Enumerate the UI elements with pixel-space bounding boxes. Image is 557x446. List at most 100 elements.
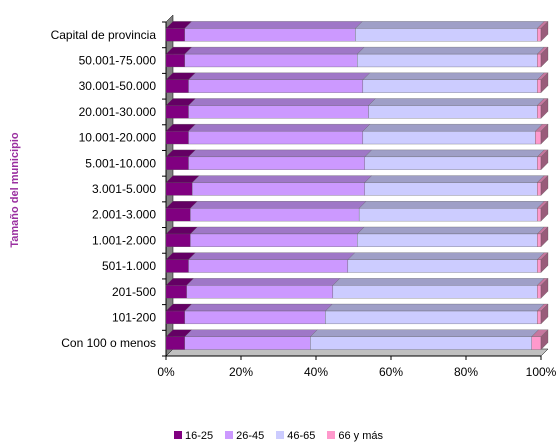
- x-tick-labels: 0% 20% 40% 60% 80% 100%: [157, 356, 557, 379]
- category-label: 5.001-10.000: [85, 156, 156, 170]
- bar-16-25-12: [165, 329, 193, 350]
- bar-front-face: [165, 233, 191, 247]
- bar-front-face: [362, 79, 538, 93]
- category-label: 201-500: [112, 285, 156, 299]
- bar-side-face: [540, 175, 549, 196]
- bar-66-y-más-10: [536, 277, 549, 299]
- bar-top-face: [355, 21, 545, 29]
- bar-front-face: [368, 105, 538, 119]
- x-tick-label: 20%: [229, 365, 253, 379]
- x-tick-label: 80%: [454, 365, 478, 379]
- bar-top-face: [190, 201, 367, 209]
- x-tick-label: 100%: [526, 365, 557, 379]
- bar-top-face: [356, 46, 545, 55]
- legend-swatch: [327, 431, 336, 439]
- bar-top-face: [362, 124, 543, 132]
- bar-46-65-3: [368, 98, 545, 119]
- bar-front-face: [364, 156, 538, 170]
- bar-top-face: [347, 252, 545, 260]
- legend-swatch: [276, 431, 285, 439]
- category-label: 2.001-3.000: [92, 208, 156, 222]
- bar-top-face: [188, 149, 373, 158]
- bar-16-25-0: [165, 21, 193, 42]
- bar-front-face: [332, 285, 538, 299]
- bar-front-face: [188, 79, 364, 93]
- bar-front-face: [165, 53, 185, 68]
- legend-item: 26-45: [225, 430, 264, 442]
- bar-16-25-8: [165, 226, 198, 247]
- bar-16-25-9: [165, 252, 196, 273]
- category-label: 10.001-20.000: [79, 131, 157, 145]
- bar-66-y-más-3: [536, 98, 549, 119]
- bar-26-45-6: [191, 175, 373, 196]
- bar-front-face: [186, 285, 334, 299]
- bar-top-face: [184, 21, 363, 29]
- bar-front-face: [364, 182, 538, 196]
- bar-side-face: [540, 226, 549, 248]
- legend-label: 16-25: [184, 430, 214, 442]
- bar-top-face: [188, 72, 371, 80]
- bar-26-45-8: [190, 226, 365, 247]
- bar-side-face: [540, 46, 549, 68]
- bar-46-65-8: [356, 226, 545, 247]
- bar-26-45-4: [188, 124, 371, 145]
- legend-swatch: [225, 431, 234, 439]
- bar-66-y-más-5: [536, 149, 549, 171]
- bar-66-y-más-2: [536, 72, 549, 94]
- category-label: 101-200: [112, 310, 156, 324]
- legend-item: 46-65: [276, 430, 315, 442]
- chart-legend: 16-25 26-45 46-65 66 y más: [0, 430, 557, 442]
- bar-side-face: [540, 200, 549, 222]
- bar-front-face: [165, 310, 185, 325]
- bar-front-face: [184, 28, 356, 42]
- bar-top-face: [310, 329, 539, 337]
- bar-front-face: [165, 285, 187, 299]
- chart-bars: [165, 21, 549, 350]
- bar-top-face: [186, 278, 341, 286]
- bar-side-face: [540, 72, 549, 94]
- bar-46-65-1: [356, 46, 545, 68]
- bar-front-face: [537, 156, 542, 170]
- category-label: 3.001-5.000: [92, 182, 156, 196]
- bar-26-45-1: [184, 46, 365, 68]
- bar-46-65-9: [347, 252, 545, 273]
- bar-front-face: [537, 28, 542, 42]
- legend-label: 66 y más: [338, 430, 384, 442]
- bar-front-face: [190, 233, 358, 247]
- bar-front-face: [188, 105, 369, 119]
- category-label: 501-1.000: [102, 259, 156, 273]
- bar-front-face: [165, 79, 189, 93]
- bar-16-25-4: [165, 124, 196, 145]
- bar-front-face: [165, 131, 189, 145]
- bar-front-face: [184, 53, 358, 68]
- bar-26-45-3: [188, 98, 376, 119]
- bar-front-face: [358, 208, 538, 222]
- category-labels: Capital de provincia 50.001-75.000 30.001-…: [51, 21, 166, 357]
- bar-front-face: [537, 233, 542, 247]
- bar-front-face: [537, 259, 542, 273]
- bar-66-y-más-0: [536, 21, 549, 42]
- bar-46-65-11: [325, 303, 545, 325]
- bar-top-face: [364, 175, 545, 183]
- bar-26-45-10: [186, 278, 341, 299]
- bar-front-face: [165, 208, 191, 222]
- bar-26-45-9: [188, 252, 356, 273]
- bar-top-face: [184, 303, 333, 312]
- bar-side-face: [540, 252, 549, 273]
- bar-66-y-más-8: [536, 226, 549, 248]
- bar-side-face: [540, 98, 549, 119]
- bar-front-face: [535, 131, 542, 145]
- category-label: 20.001-30.000: [79, 105, 157, 119]
- bar-side-face: [540, 277, 549, 299]
- bar-16-25-11: [165, 303, 193, 325]
- category-label: 30.001-50.000: [79, 79, 157, 93]
- legend-label: 26-45: [236, 430, 265, 442]
- bar-16-25-1: [165, 46, 193, 68]
- bar-top-face: [362, 72, 545, 80]
- bar-front-face: [357, 53, 538, 68]
- bar-front-face: [537, 208, 542, 222]
- bar-front-face: [165, 28, 185, 42]
- bar-top-face: [191, 175, 373, 183]
- bar-66-y-más-9: [536, 252, 549, 273]
- bar-16-25-5: [165, 149, 196, 170]
